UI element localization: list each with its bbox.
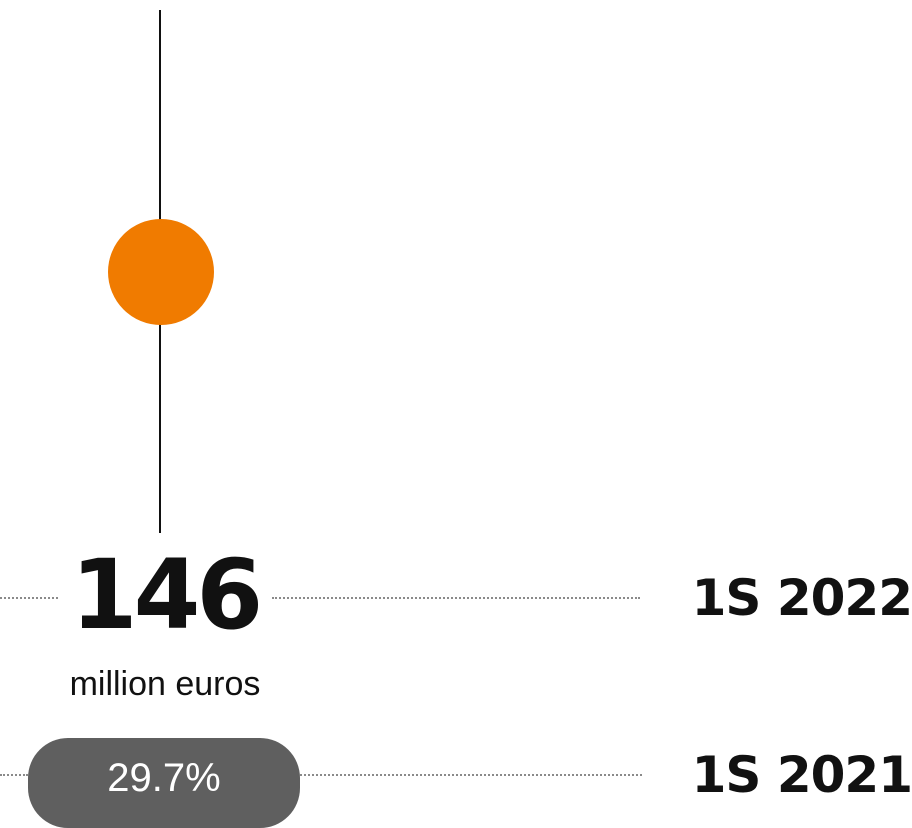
dotted-leader-left-1 — [0, 597, 58, 599]
comparison-period-label: 1S 2021 — [691, 746, 912, 804]
highlight-value: 146 — [70, 539, 263, 651]
orange-marker-dot — [108, 219, 214, 325]
dotted-leader-mid-2 — [300, 774, 642, 776]
highlight-period-label: 1S 2022 — [691, 569, 912, 627]
highlight-unit: million euros — [69, 665, 261, 703]
dotted-leader-left-2 — [0, 774, 28, 776]
comparison-value-pill: 29.7% — [28, 738, 300, 828]
dotted-leader-mid-1 — [272, 597, 640, 599]
